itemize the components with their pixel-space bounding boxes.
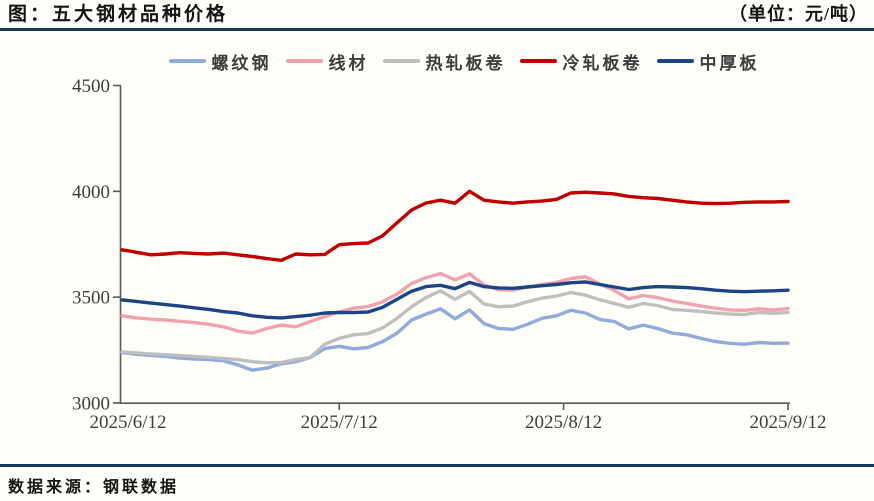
legend-label: 中厚板: [699, 53, 760, 73]
legend-item-热轧板卷: 热轧板卷: [382, 49, 506, 74]
legend-item-线材: 线材: [285, 49, 369, 74]
legend-swatch-icon: [285, 58, 323, 64]
y-axis-tick-label: 4500: [72, 76, 110, 97]
y-axis-tick-label: 3000: [72, 394, 110, 415]
legend-item-螺纹钢: 螺纹钢: [168, 49, 272, 74]
legend-label: 线材: [328, 53, 369, 73]
legend-swatch-icon: [382, 58, 420, 64]
x-axis-tick-label: 2025/8/12: [525, 412, 602, 433]
chart-legend: 螺纹钢 线材 热轧板卷 冷轧板卷 中厚板: [90, 49, 838, 74]
x-axis-tick-label: 2025/9/12: [749, 412, 826, 433]
legend-swatch-icon: [168, 58, 206, 64]
figure-header: 图：五大钢材品种价格 （单位：元/吨）: [0, 0, 874, 31]
figure-unit-label: （单位：元/吨）: [728, 4, 868, 24]
series-line-中厚板: [120, 280, 790, 320]
legend-swatch-icon: [656, 58, 694, 64]
series-line-线材: [120, 271, 790, 335]
legend-swatch-icon: [519, 58, 557, 64]
legend-label: 冷轧板卷: [562, 53, 643, 73]
legend-item-冷轧板卷: 冷轧板卷: [519, 49, 643, 74]
footer-divider: [0, 464, 874, 467]
x-axis-tick-label: 2025/7/12: [301, 412, 378, 433]
series-line-螺纹钢: [120, 307, 790, 372]
y-axis-tick-label: 3500: [72, 288, 110, 309]
legend-label: 螺纹钢: [211, 53, 272, 73]
series-line-冷轧板卷: [120, 189, 790, 262]
series-line-热轧板卷: [120, 289, 790, 365]
legend-label: 热轧板卷: [425, 53, 506, 73]
legend-item-中厚板: 中厚板: [656, 49, 760, 74]
figure-title: 图：五大钢材品种价格: [8, 4, 229, 25]
y-axis-tick-label: 4000: [72, 182, 110, 203]
x-axis-tick-label: 2025/6/12: [89, 412, 166, 433]
data-source: 数据来源：钢联数据: [8, 479, 180, 496]
